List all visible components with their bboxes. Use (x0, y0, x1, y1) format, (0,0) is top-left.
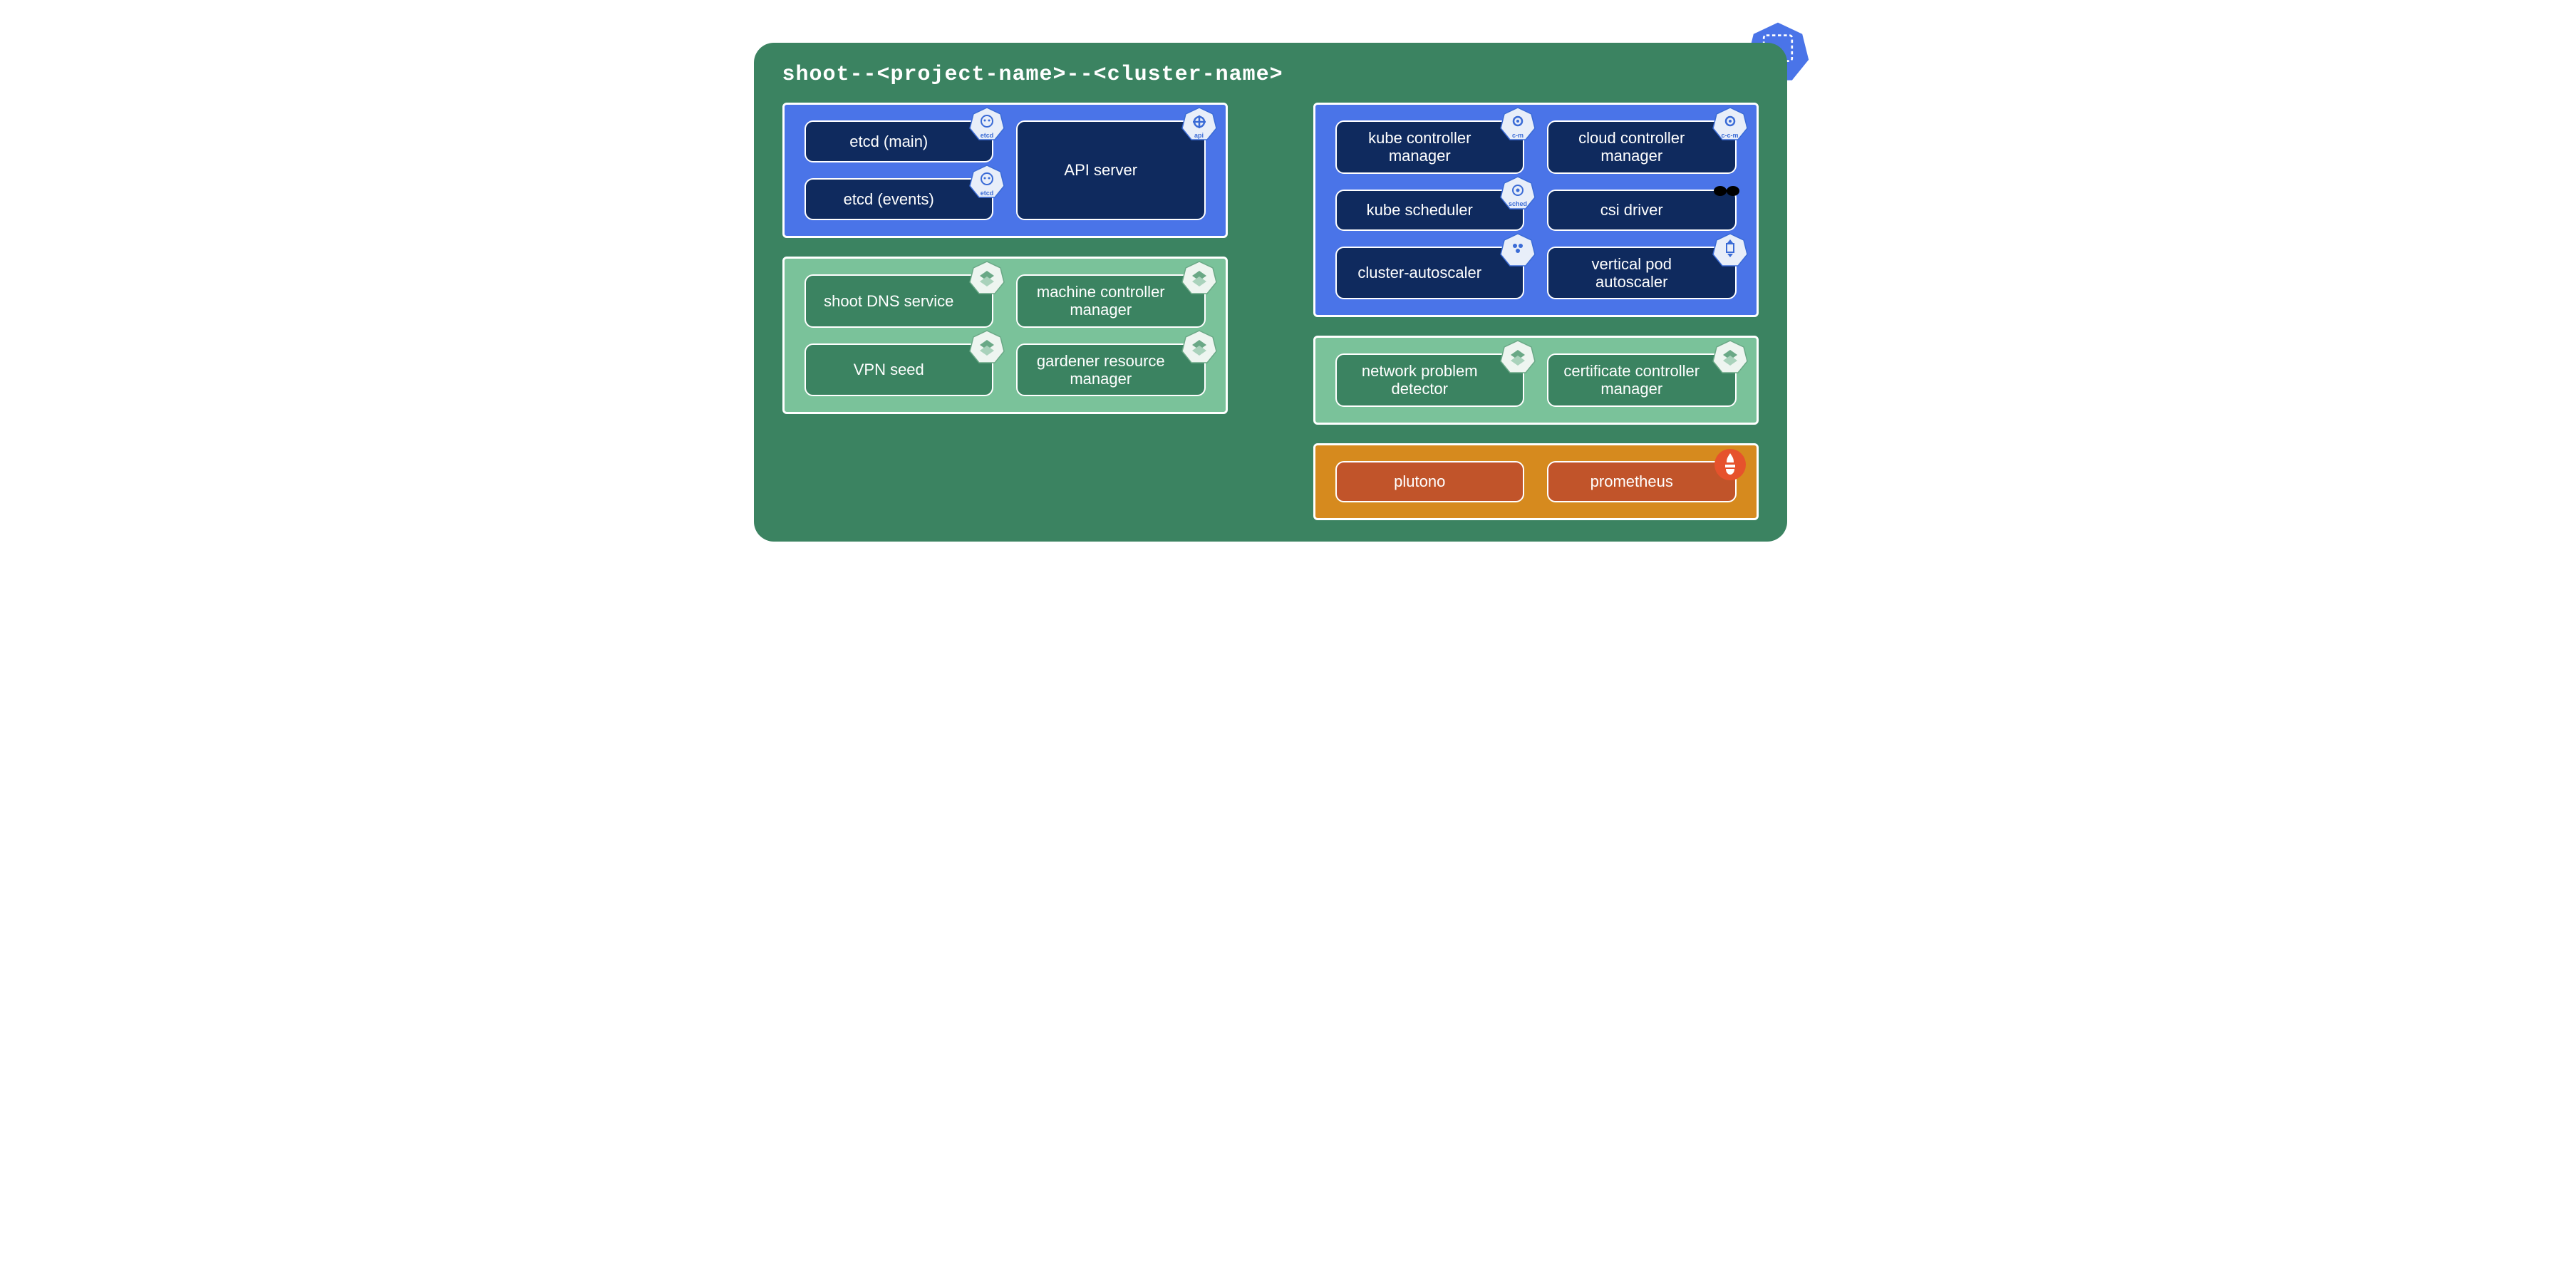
chip-label: API server (1064, 161, 1137, 179)
gardener-icon (1181, 260, 1217, 296)
group-control-plane-left: etcd (main) etcd API s (782, 103, 1228, 238)
group-gardener-left: shoot DNS service machine controller ma (782, 257, 1228, 414)
chip-csi-driver: csi driver (1547, 190, 1737, 231)
gardener-icon (1712, 339, 1748, 375)
chip-label: gardener resource manager (1032, 352, 1170, 388)
chip-prometheus: prometheus (1547, 461, 1737, 502)
gardener-icon (969, 329, 1005, 365)
sunglasses-icon (1712, 180, 1741, 202)
chip-label: certificate controller manager (1563, 362, 1701, 398)
chip-label: VPN seed (854, 361, 924, 378)
chip-etcd-main: etcd (main) etcd (805, 120, 994, 162)
diagram-canvas: ns shoot--<project-name>--<cluster-name>… (747, 14, 1830, 556)
chip-label: kube controller manager (1351, 129, 1489, 165)
chip-label: network problem detector (1351, 362, 1489, 398)
group-control-plane-right: kube controller manager c-m (1313, 103, 1759, 317)
chip-shoot-dns: shoot DNS service (805, 274, 994, 328)
kcm-icon: c-m (1500, 106, 1536, 142)
chip-label: plutono (1394, 472, 1445, 490)
chip-cloud-controller-manager: cloud controller manager c-c-m (1547, 120, 1737, 174)
chip-network-problem-detector: network problem detector (1335, 353, 1525, 407)
chip-vertical-pod-autoscaler: vertical pod autoscaler (1547, 247, 1737, 300)
chip-label: prometheus (1590, 472, 1673, 490)
chip-gardener-resource-manager: gardener resource manager (1016, 343, 1206, 397)
gardener-icon (1181, 329, 1217, 365)
api-icon: api (1181, 106, 1217, 142)
scheduler-icon: sched (1500, 175, 1536, 211)
chip-machine-controller-manager: machine controller manager (1016, 274, 1206, 328)
chip-label: etcd (events) (844, 190, 934, 208)
etcd-icon: etcd (969, 164, 1005, 200)
namespace-container: shoot--<project-name>--<cluster-name> et… (754, 43, 1787, 542)
chip-kube-controller-manager: kube controller manager c-m (1335, 120, 1525, 174)
chip-api-server: API server api (1016, 120, 1206, 220)
right-column: kube controller manager c-m (1313, 103, 1759, 520)
prometheus-icon (1712, 447, 1748, 482)
group-gardener-right: network problem detector certificate co (1313, 336, 1759, 425)
chip-etcd-events: etcd (events) etcd (805, 178, 994, 220)
chip-cluster-autoscaler: cluster-autoscaler (1335, 247, 1525, 300)
columns: etcd (main) etcd API s (782, 103, 1759, 520)
autoscaler-icon (1500, 232, 1536, 268)
vpa-icon (1712, 232, 1748, 268)
chip-kube-scheduler: kube scheduler sched (1335, 190, 1525, 231)
etcd-icon: etcd (969, 106, 1005, 142)
chip-label: etcd (main) (849, 133, 928, 150)
chip-label: shoot DNS service (824, 292, 953, 310)
chip-label: vertical pod autoscaler (1563, 255, 1701, 291)
namespace-title: shoot--<project-name>--<cluster-name> (782, 63, 1759, 87)
gardener-icon (1500, 339, 1536, 375)
left-column: etcd (main) etcd API s (782, 103, 1228, 520)
ccm-icon: c-c-m (1712, 106, 1748, 142)
chip-certificate-controller-manager: certificate controller manager (1547, 353, 1737, 407)
chip-label: cluster-autoscaler (1357, 264, 1481, 281)
gardener-icon (969, 260, 1005, 296)
chip-vpn-seed: VPN seed (805, 343, 994, 397)
chip-label: machine controller manager (1032, 283, 1170, 319)
chip-label: csi driver (1600, 201, 1663, 219)
chip-plutono: plutono (1335, 461, 1525, 502)
group-monitoring: plutono prometheus (1313, 443, 1759, 520)
chip-label: cloud controller manager (1563, 129, 1701, 165)
chip-label: kube scheduler (1367, 201, 1473, 219)
